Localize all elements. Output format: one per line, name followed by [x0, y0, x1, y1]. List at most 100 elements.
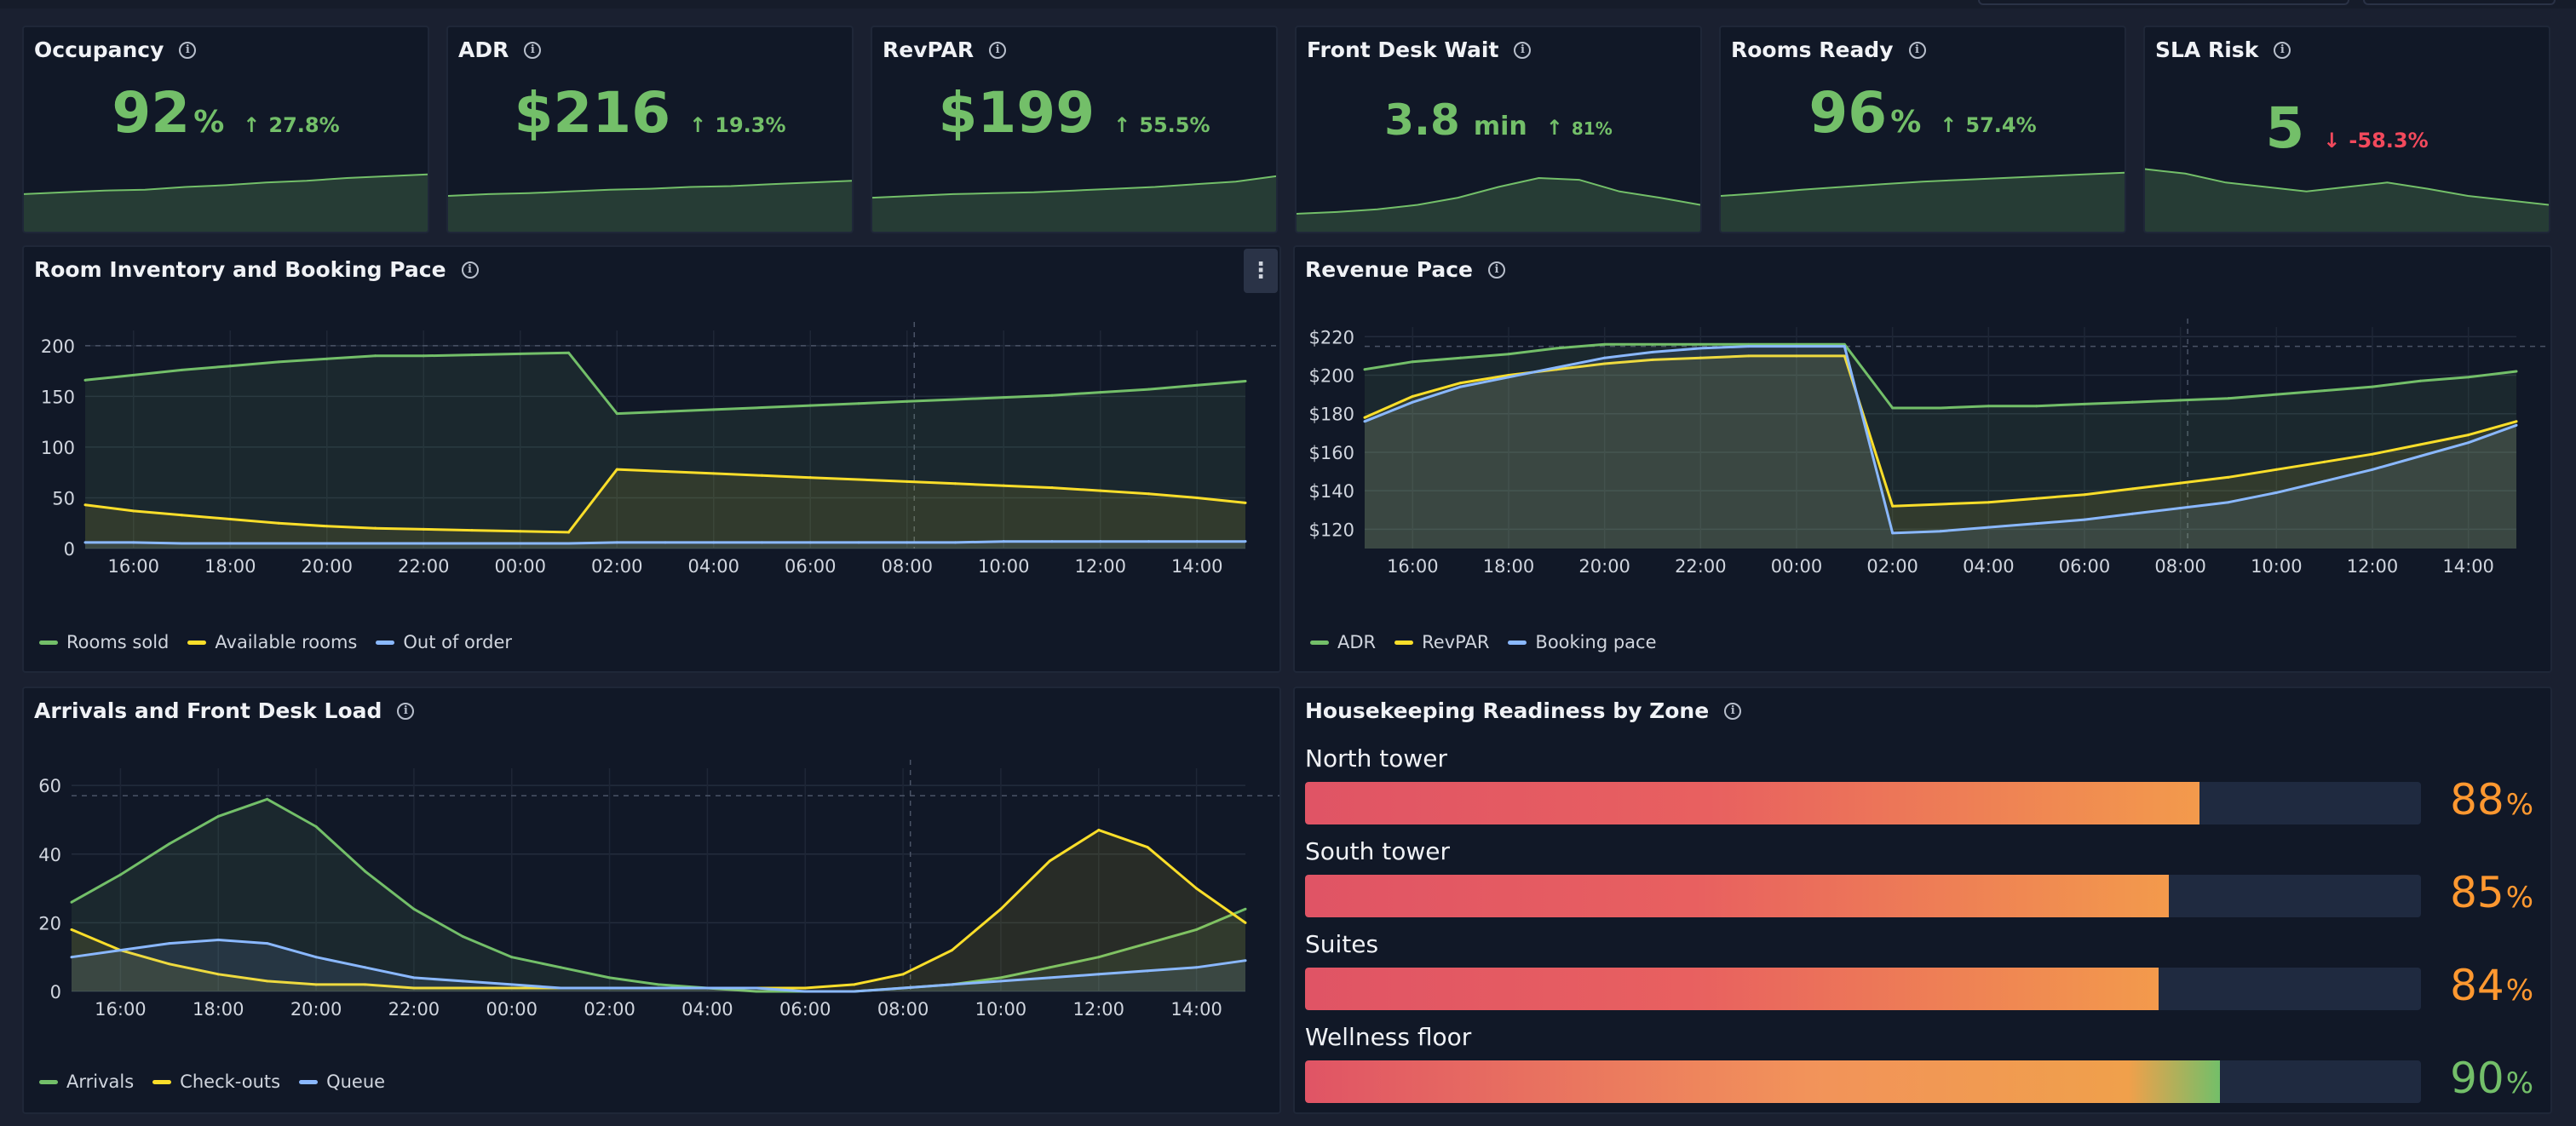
data-point-out-of-order[interactable] — [277, 542, 280, 545]
data-point-rooms-sold[interactable] — [470, 353, 474, 357]
data-point-adr[interactable] — [1747, 342, 1751, 346]
data-point-queue[interactable] — [70, 956, 73, 959]
data-point-out-of-order[interactable] — [1195, 540, 1199, 543]
data-point-arrivals[interactable] — [266, 797, 269, 801]
data-point-out-of-order[interactable] — [374, 542, 377, 545]
data-point-adr[interactable] — [1987, 405, 1990, 408]
data-point-out-of-order[interactable] — [1244, 540, 1247, 543]
data-point-rooms-sold[interactable] — [325, 357, 329, 360]
data-point-out-of-order[interactable] — [954, 541, 957, 544]
data-point-revpar[interactable] — [2418, 443, 2422, 446]
data-point-adr[interactable] — [2179, 399, 2182, 402]
data-point-available-rooms[interactable] — [83, 503, 87, 507]
data-point-booking-pace[interactable] — [2035, 522, 2038, 526]
data-point-booking-pace[interactable] — [1891, 531, 1895, 535]
data-point-queue[interactable] — [803, 990, 807, 993]
data-point-available-rooms[interactable] — [1050, 486, 1054, 490]
data-point-booking-pace[interactable] — [2418, 454, 2422, 457]
data-point-adr[interactable] — [1459, 356, 1463, 359]
data-point-check-outs[interactable] — [314, 983, 318, 986]
data-point-rooms-sold[interactable] — [181, 368, 183, 371]
data-point-available-rooms[interactable] — [906, 480, 909, 483]
data-point-available-rooms[interactable] — [761, 474, 763, 477]
data-point-rooms-sold[interactable] — [1147, 388, 1150, 391]
data-point-booking-pace[interactable] — [2227, 501, 2230, 504]
data-point-check-outs[interactable] — [1146, 846, 1149, 849]
data-point-adr[interactable] — [2035, 405, 2038, 408]
data-point-booking-pace[interactable] — [2467, 441, 2470, 445]
data-point-revpar[interactable] — [1891, 504, 1895, 508]
data-point-available-rooms[interactable] — [1099, 489, 1102, 492]
data-point-available-rooms[interactable] — [808, 476, 812, 480]
data-point-queue[interactable] — [266, 942, 269, 945]
data-point-out-of-order[interactable] — [664, 541, 667, 544]
data-point-arrivals[interactable] — [216, 814, 220, 818]
data-point-queue[interactable] — [608, 986, 612, 990]
data-point-out-of-order[interactable] — [857, 541, 860, 544]
data-point-rooms-sold[interactable] — [374, 354, 377, 358]
data-point-queue[interactable] — [755, 986, 758, 990]
data-point-queue[interactable] — [168, 942, 171, 945]
data-point-booking-pace[interactable] — [1987, 526, 1990, 529]
data-point-rooms-sold[interactable] — [1050, 394, 1054, 397]
data-point-queue[interactable] — [559, 986, 562, 990]
data-point-out-of-order[interactable] — [615, 541, 618, 544]
data-point-booking-pace[interactable] — [2083, 518, 2086, 521]
data-point-available-rooms[interactable] — [857, 478, 860, 481]
data-point-queue[interactable] — [1097, 973, 1101, 976]
legend-item-check-outs[interactable]: Check-outs — [152, 1071, 280, 1092]
data-point-arrivals[interactable] — [461, 935, 464, 939]
data-point-out-of-order[interactable] — [1050, 540, 1054, 543]
data-point-arrivals[interactable] — [1195, 928, 1199, 931]
data-point-booking-pace[interactable] — [1795, 345, 1798, 348]
data-point-adr[interactable] — [2515, 370, 2518, 373]
data-point-check-outs[interactable] — [168, 962, 171, 966]
data-point-adr[interactable] — [1411, 360, 1414, 364]
data-point-booking-pace[interactable] — [2130, 512, 2134, 515]
data-point-booking-pace[interactable] — [1507, 376, 1510, 379]
data-point-out-of-order[interactable] — [470, 542, 474, 545]
data-point-available-rooms[interactable] — [132, 509, 135, 513]
info-icon[interactable]: i — [179, 41, 197, 59]
data-point-adr[interactable] — [2274, 393, 2278, 396]
legend-item-arrivals[interactable]: Arrivals — [39, 1071, 134, 1092]
data-point-available-rooms[interactable] — [615, 468, 618, 471]
data-point-out-of-order[interactable] — [1099, 540, 1102, 543]
data-point-adr[interactable] — [1699, 342, 1702, 346]
data-point-rooms-sold[interactable] — [228, 365, 232, 368]
panel-menu-button[interactable]: ⋮ — [1244, 249, 1278, 293]
data-point-adr[interactable] — [1603, 342, 1607, 346]
data-point-booking-pace[interactable] — [1747, 345, 1751, 348]
data-point-revpar[interactable] — [1747, 354, 1751, 358]
data-point-adr[interactable] — [2083, 402, 2086, 405]
data-point-check-outs[interactable] — [803, 986, 807, 990]
data-point-available-rooms[interactable] — [1002, 484, 1005, 487]
data-point-check-outs[interactable] — [461, 986, 464, 990]
data-point-out-of-order[interactable] — [808, 541, 812, 544]
data-point-arrivals[interactable] — [510, 956, 514, 959]
data-point-queue[interactable] — [314, 956, 318, 959]
data-point-out-of-order[interactable] — [181, 542, 183, 545]
data-point-rooms-sold[interactable] — [1002, 396, 1005, 399]
data-point-revpar[interactable] — [1699, 356, 1702, 359]
data-point-rooms-sold[interactable] — [277, 360, 280, 364]
data-point-arrivals[interactable] — [657, 983, 660, 986]
data-point-booking-pace[interactable] — [1603, 356, 1607, 359]
info-icon[interactable]: i — [1488, 261, 1506, 279]
data-point-booking-pace[interactable] — [1651, 350, 1654, 353]
data-point-rooms-sold[interactable] — [519, 352, 522, 355]
data-point-adr[interactable] — [2371, 385, 2374, 388]
data-point-arrivals[interactable] — [70, 900, 73, 904]
data-point-arrivals[interactable] — [1244, 907, 1247, 911]
data-point-rooms-sold[interactable] — [1244, 380, 1247, 383]
data-point-revpar[interactable] — [2179, 481, 2182, 485]
data-point-arrivals[interactable] — [412, 907, 416, 911]
data-point-queue[interactable] — [1048, 976, 1051, 980]
data-point-out-of-order[interactable] — [83, 541, 87, 544]
data-point-revpar[interactable] — [2130, 487, 2134, 491]
data-point-adr[interactable] — [2418, 379, 2422, 382]
data-point-check-outs[interactable] — [364, 983, 366, 986]
data-point-revpar[interactable] — [2467, 434, 2470, 437]
data-point-arrivals[interactable] — [1146, 942, 1149, 945]
data-point-revpar[interactable] — [1603, 362, 1607, 365]
